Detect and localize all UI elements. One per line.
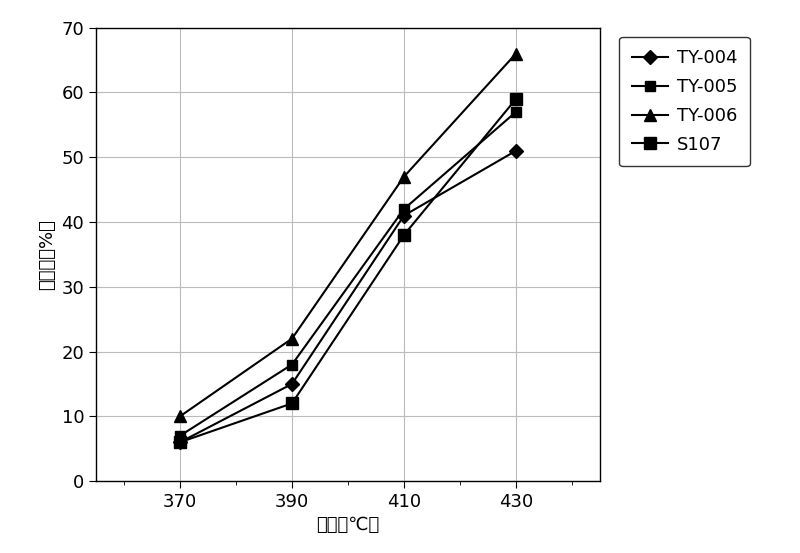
Line: TY-005: TY-005 — [175, 107, 521, 441]
S107 — [175, 439, 185, 446]
TY-005 — [287, 361, 297, 368]
Line: TY-004: TY-004 — [175, 146, 521, 447]
TY-005 — [399, 206, 409, 212]
TY-005 — [175, 432, 185, 439]
TY-004 — [399, 212, 409, 219]
Line: S107: S107 — [174, 93, 522, 448]
TY-005 — [511, 108, 521, 115]
TY-006 — [399, 173, 409, 180]
S107 — [511, 96, 521, 102]
TY-006 — [175, 413, 185, 420]
TY-004 — [287, 380, 297, 387]
X-axis label: 温度（℃）: 温度（℃） — [316, 517, 380, 534]
Y-axis label: 转化率（%）: 转化率（%） — [38, 219, 56, 290]
Line: TY-006: TY-006 — [174, 48, 522, 422]
TY-004 — [175, 439, 185, 446]
Legend: TY-004, TY-005, TY-006, S107: TY-004, TY-005, TY-006, S107 — [619, 36, 750, 166]
S107 — [287, 400, 297, 406]
TY-006 — [287, 335, 297, 342]
S107 — [399, 232, 409, 238]
TY-004 — [511, 148, 521, 154]
TY-006 — [511, 50, 521, 57]
